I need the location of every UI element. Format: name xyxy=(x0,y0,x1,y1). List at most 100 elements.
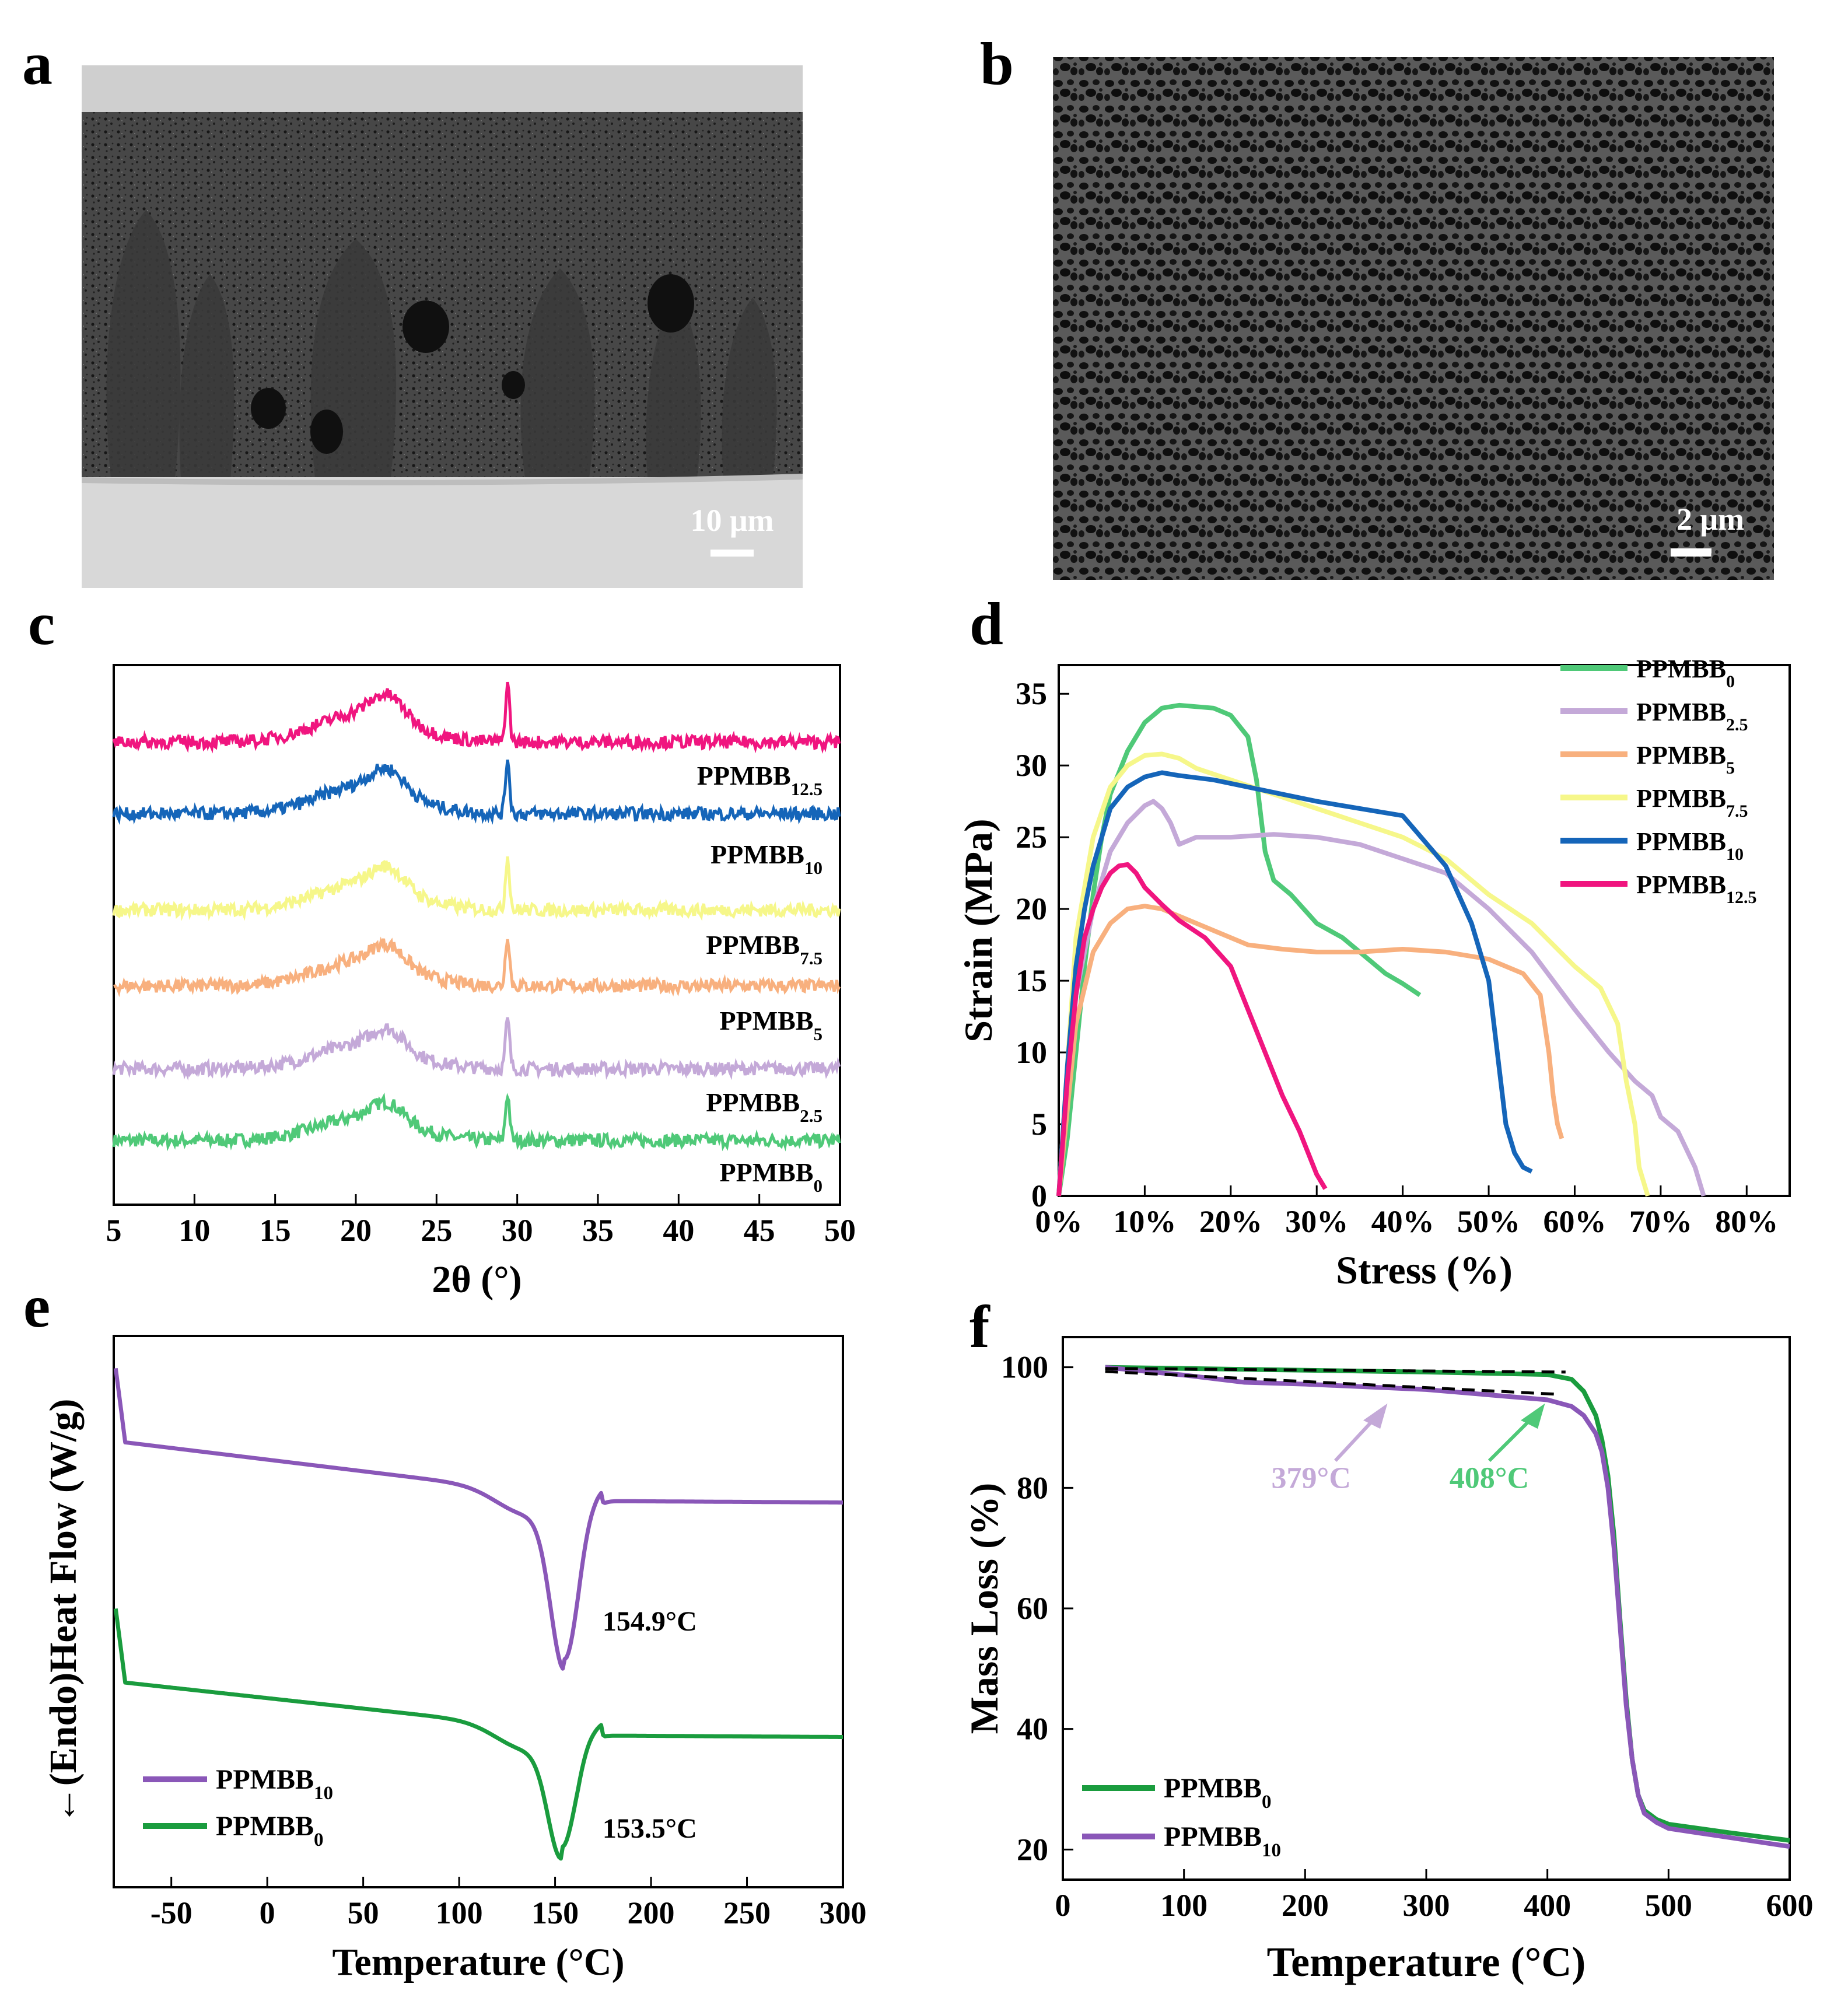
x-tick-label: 200 xyxy=(1282,1888,1329,1923)
x-tick-label: 50 xyxy=(824,1213,856,1248)
legend-label: PPMBB2.5 xyxy=(1636,698,1748,734)
onset-annotation: 408°C xyxy=(1450,1461,1529,1495)
x-tick-label: 50 xyxy=(348,1895,379,1930)
legend-label: PPMBB5 xyxy=(1636,741,1735,778)
x-tick-label: 40% xyxy=(1371,1204,1434,1239)
xrd-series-label: PPMBB5 xyxy=(720,1006,822,1044)
x-tick-label: 60% xyxy=(1543,1204,1606,1239)
x-tick-label: 15 xyxy=(260,1213,291,1248)
y-tick-label: 60 xyxy=(1017,1591,1048,1626)
x-tick-label: 5 xyxy=(106,1213,122,1248)
x-tick-label: 200 xyxy=(628,1895,675,1930)
plot-frame xyxy=(113,664,841,1206)
legend-label: PPMBB12.5 xyxy=(1636,870,1756,907)
arrow-head xyxy=(1363,1403,1388,1429)
xrd-series-line xyxy=(112,1017,841,1081)
stress-series-line xyxy=(1056,799,1706,1197)
tangent-line xyxy=(1105,1367,1566,1374)
x-tick-label: 10 xyxy=(178,1213,210,1248)
x-tick-label: 20 xyxy=(340,1213,372,1248)
plot-frame xyxy=(1058,664,1791,1197)
xrd-series-line xyxy=(112,856,841,921)
xrd-series-line xyxy=(112,760,841,825)
stress-series-line xyxy=(1056,770,1533,1197)
stress-series-line xyxy=(1056,702,1422,1197)
y-tick-label: 80 xyxy=(1017,1470,1048,1505)
panel-label-f: f xyxy=(970,1293,990,1360)
chart-tga: 0 100 200 300 400 500 600 20 40 60 80 100 Temperatur… xyxy=(962,1336,1814,1985)
x-axis-title: Temperature (°C) xyxy=(332,1941,624,1983)
plot-frame xyxy=(113,1335,844,1888)
x-tick-label: -50 xyxy=(150,1895,192,1930)
onset-annotation: 379°C xyxy=(1272,1461,1351,1495)
y-tick-label: 20 xyxy=(1016,891,1047,926)
x-axis-title: 2θ (°) xyxy=(432,1258,522,1301)
x-tick-label: 600 xyxy=(1766,1888,1814,1923)
onset-arrow xyxy=(1334,1403,1388,1462)
xrd-series-label: PPMBB12.5 xyxy=(697,761,822,799)
x-tick-label: 400 xyxy=(1524,1888,1571,1923)
dsc-series-line xyxy=(113,1367,844,1671)
y-tick-label: 100 xyxy=(1001,1350,1048,1385)
tangent-line xyxy=(1105,1370,1560,1396)
x-tick-label: 0% xyxy=(1035,1204,1083,1239)
y-tick-label: 5 xyxy=(1031,1107,1047,1142)
scale-bar-label-b: 2 μm xyxy=(1676,502,1744,537)
peak-annotation: 154.9°C xyxy=(603,1606,697,1637)
y-axis-title: Mass Loss (%) xyxy=(962,1483,1006,1734)
legend-label: PPMBB10 xyxy=(1164,1821,1281,1861)
x-tick-label: 100 xyxy=(436,1895,483,1930)
panel-label-d: d xyxy=(970,590,1003,657)
y-tick-label: 25 xyxy=(1016,820,1047,855)
panel-label-a: a xyxy=(22,30,52,97)
x-tick-label: 10% xyxy=(1113,1204,1176,1239)
chart-stress-strain: 0% 10% 20% 30% 40% 50% 60% 70% 80% 0 5 10 15 20 25 30 35… xyxy=(956,655,1791,1292)
xrd-series-label: PPMBB2.5 xyxy=(706,1087,822,1126)
x-tick-label: 0 xyxy=(1055,1888,1071,1923)
x-tick-label: 45 xyxy=(744,1213,775,1248)
x-axis-title: Temperature (°C) xyxy=(1267,1939,1586,1985)
x-tick-label: 300 xyxy=(820,1895,867,1930)
x-tick-label: 500 xyxy=(1645,1888,1692,1923)
xrd-series-line xyxy=(112,681,841,754)
x-tick-label: 40 xyxy=(663,1213,694,1248)
y-tick-label: 20 xyxy=(1017,1832,1048,1867)
y-axis-title: ←(Endo)Heat Flow (W/g) xyxy=(42,1399,85,1825)
y-tick-label: 30 xyxy=(1016,748,1047,783)
y-tick-label: 40 xyxy=(1017,1712,1048,1747)
chart-dsc: -50 0 50 100 150 200 250 300 Temperature (°C) ←(E… xyxy=(42,1335,867,1983)
legend-label: PPMBB0 xyxy=(216,1811,323,1850)
tga-series-line xyxy=(1105,1365,1790,1843)
xrd-series-line xyxy=(113,936,841,998)
x-tick-label: 150 xyxy=(531,1895,579,1930)
legend-label: PPMBB10 xyxy=(216,1764,333,1804)
x-tick-label: 30% xyxy=(1285,1204,1348,1239)
x-tick-label: 100 xyxy=(1160,1888,1208,1923)
xrd-series-label: PPMBB0 xyxy=(720,1157,822,1196)
legend-label: PPMBB0 xyxy=(1164,1773,1271,1813)
x-tick-label: 80% xyxy=(1715,1204,1778,1239)
chart-xrd: 5 10 15 20 25 30 35 40 45 50 2θ (°) PPMBB0 PPMBB2.5 P… xyxy=(106,664,856,1301)
scale-bar-label-a: 10 μm xyxy=(690,503,774,538)
onset-arrow xyxy=(1488,1403,1545,1462)
panel-label-b: b xyxy=(980,30,1014,97)
y-tick-label: 35 xyxy=(1016,676,1047,711)
x-tick-label: 0 xyxy=(260,1895,275,1930)
panel-label-e: e xyxy=(23,1273,51,1340)
xrd-series-label: PPMBB10 xyxy=(710,839,822,878)
x-tick-label: 50% xyxy=(1457,1204,1520,1239)
arrow-head xyxy=(1521,1403,1545,1429)
tga-series-line xyxy=(1105,1365,1790,1849)
x-tick-label: 30 xyxy=(502,1213,533,1248)
sem-image-b xyxy=(1053,57,1774,580)
x-tick-label: 300 xyxy=(1403,1888,1450,1923)
y-tick-label: 15 xyxy=(1016,963,1047,998)
legend-label: PPMBB10 xyxy=(1636,827,1744,864)
x-tick-label: 20% xyxy=(1199,1204,1262,1239)
peak-annotation: 153.5°C xyxy=(603,1813,697,1844)
x-tick-label: 70% xyxy=(1629,1204,1692,1239)
x-tick-label: 250 xyxy=(723,1895,771,1930)
panel-label-c: c xyxy=(28,590,55,657)
legend-label: PPMBB0 xyxy=(1636,655,1735,691)
